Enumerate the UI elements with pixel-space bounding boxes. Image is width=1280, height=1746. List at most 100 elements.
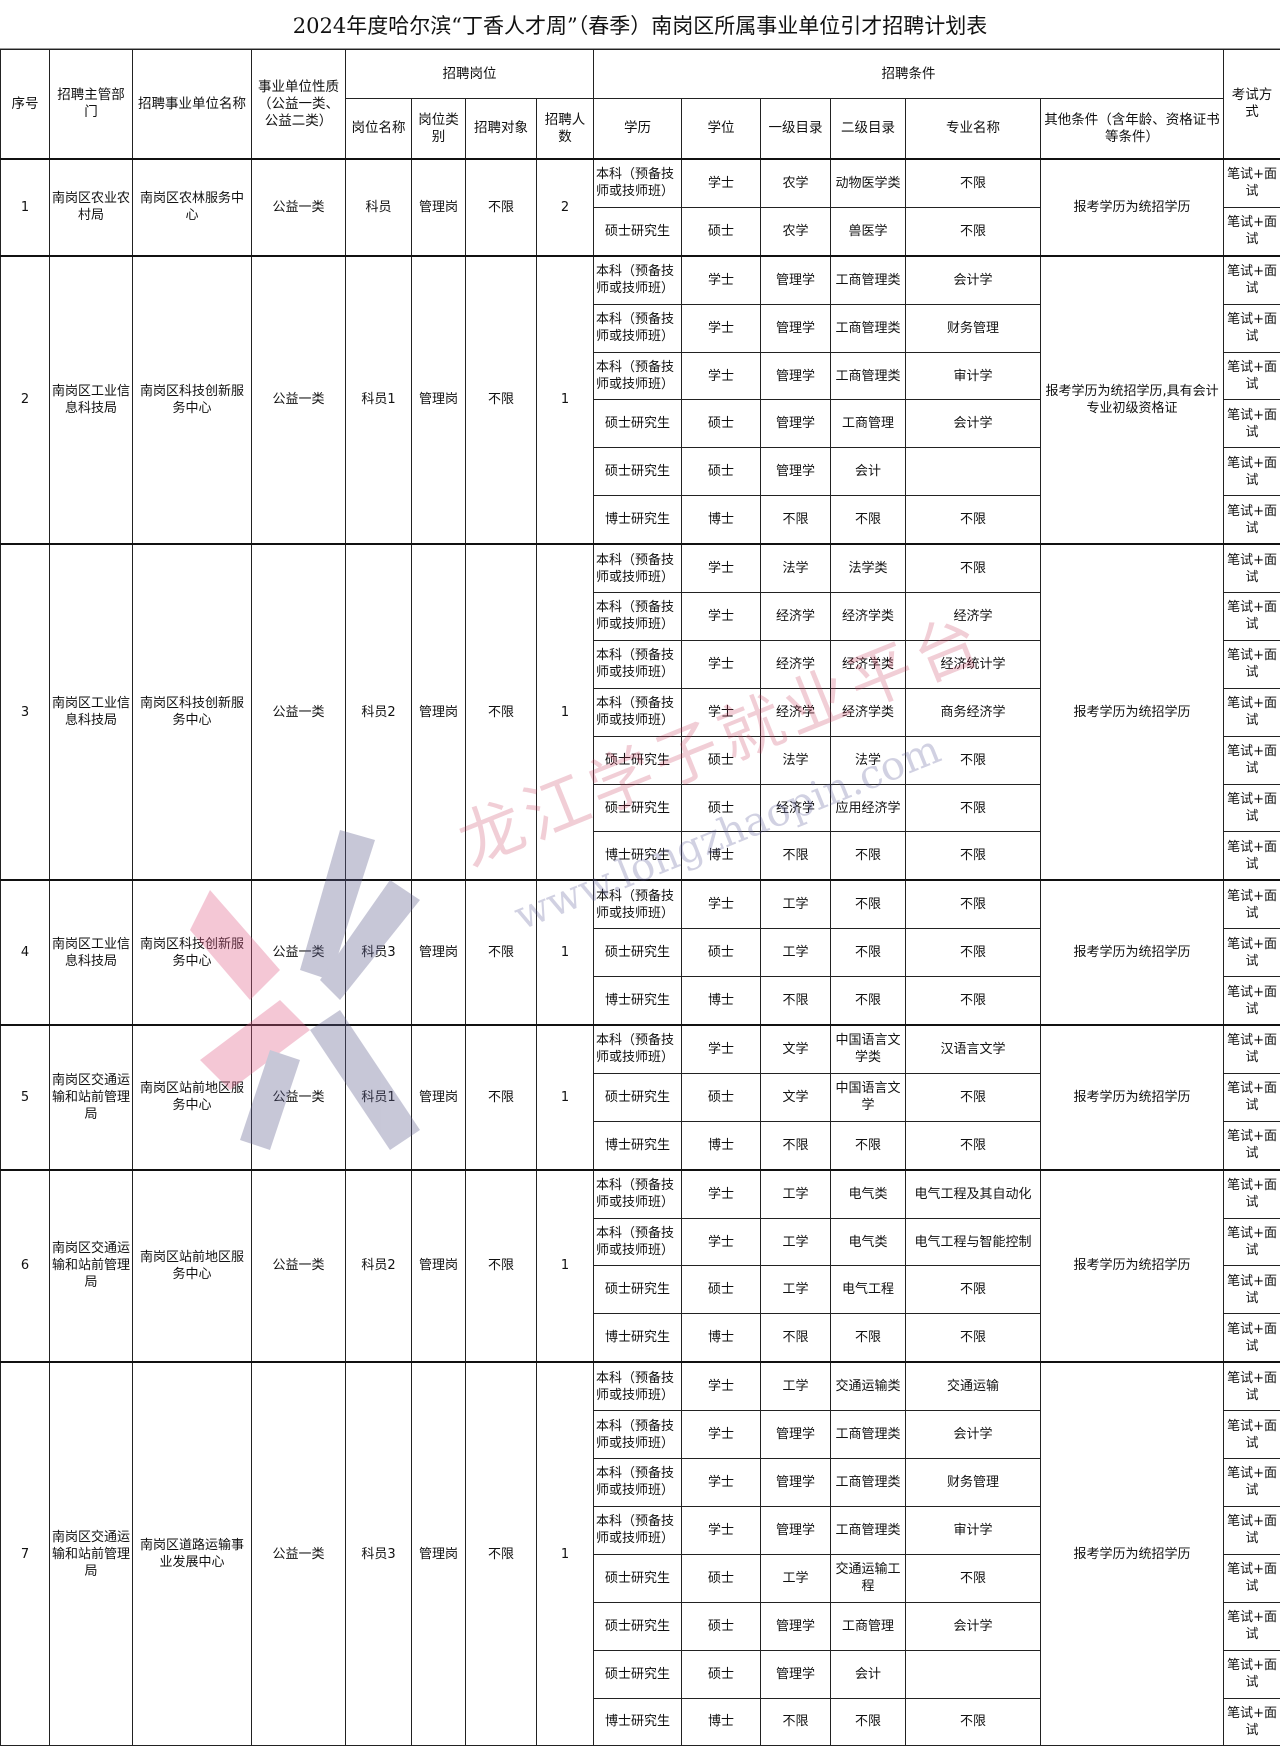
exam-cell: 笔试+面试 (1224, 1506, 1280, 1554)
cat1-cell: 管理学 (761, 352, 831, 400)
count-cell: 1 (537, 256, 594, 544)
major-cell: 经济学 (906, 593, 1041, 641)
education-cell: 硕士研究生 (594, 736, 682, 784)
education-cell: 博士研究生 (594, 1314, 682, 1362)
education-cell: 硕士研究生 (594, 929, 682, 977)
cat1-cell: 管理学 (761, 256, 831, 304)
dept-cell: 南岗区工业信息科技局 (50, 880, 133, 1025)
cat2-cell: 中国语言文学 (831, 1073, 906, 1121)
other-conditions-cell: 报考学历为统招学历 (1041, 1362, 1224, 1746)
education-cell: 本科（预备技师或技师班） (594, 1362, 682, 1410)
cat1-cell: 经济学 (761, 593, 831, 641)
cat1-cell: 不限 (761, 1314, 831, 1362)
degree-cell: 硕士 (682, 736, 761, 784)
degree-cell: 学士 (682, 1218, 761, 1266)
exam-cell: 笔试+面试 (1224, 1411, 1280, 1459)
cat1-cell: 管理学 (761, 448, 831, 496)
exam-cell: 笔试+面试 (1224, 544, 1280, 592)
major-cell: 会计学 (906, 1602, 1041, 1650)
education-cell: 本科（预备技师或技师班） (594, 544, 682, 592)
major-cell: 不限 (906, 832, 1041, 880)
degree-cell: 学士 (682, 159, 761, 207)
nature-cell: 公益一类 (252, 1025, 346, 1170)
exam-cell: 笔试+面试 (1224, 448, 1280, 496)
nature-cell: 公益一类 (252, 880, 346, 1025)
post-name-cell: 科员3 (346, 880, 412, 1025)
major-cell: 汉语言文学 (906, 1025, 1041, 1073)
exam-cell: 笔试+面试 (1224, 640, 1280, 688)
unit-cell: 南岗区道路运输事业发展中心 (133, 1362, 252, 1746)
education-cell: 本科（预备技师或技师班） (594, 688, 682, 736)
cat2-cell: 工商管理类 (831, 1411, 906, 1459)
target-cell: 不限 (466, 880, 537, 1025)
cat1-cell: 不限 (761, 832, 831, 880)
education-cell: 本科（预备技师或技师班） (594, 1506, 682, 1554)
degree-cell: 博士 (682, 832, 761, 880)
education-cell: 硕士研究生 (594, 400, 682, 448)
education-cell: 本科（预备技师或技师班） (594, 159, 682, 207)
degree-cell: 硕士 (682, 448, 761, 496)
degree-cell: 博士 (682, 1121, 761, 1169)
cat2-cell: 不限 (831, 977, 906, 1025)
degree-cell: 学士 (682, 1170, 761, 1218)
exam-cell: 笔试+面试 (1224, 929, 1280, 977)
exam-cell: 笔试+面试 (1224, 1025, 1280, 1073)
dept-cell: 南岗区工业信息科技局 (50, 544, 133, 880)
degree-cell: 学士 (682, 1362, 761, 1410)
exam-cell: 笔试+面试 (1224, 1218, 1280, 1266)
education-cell: 本科（预备技师或技师班） (594, 256, 682, 304)
cat2-cell: 工商管理类 (831, 256, 906, 304)
exam-cell: 笔试+面试 (1224, 784, 1280, 832)
target-cell: 不限 (466, 1025, 537, 1170)
dept-cell: 南岗区工业信息科技局 (50, 256, 133, 544)
cat2-cell: 工商管理类 (831, 1506, 906, 1554)
target-cell: 不限 (466, 159, 537, 256)
count-cell: 1 (537, 1362, 594, 1746)
count-cell: 1 (537, 544, 594, 880)
seq-cell: 6 (1, 1170, 50, 1363)
header-post-name: 岗位名称 (346, 99, 412, 160)
cat2-cell: 电气类 (831, 1170, 906, 1218)
nature-cell: 公益一类 (252, 1362, 346, 1746)
post-type-cell: 管理岗 (412, 544, 466, 880)
major-cell: 不限 (906, 207, 1041, 255)
header-cat2: 二级目录 (831, 99, 906, 160)
education-cell: 博士研究生 (594, 977, 682, 1025)
seq-cell: 7 (1, 1362, 50, 1746)
education-cell: 本科（预备技师或技师班） (594, 1025, 682, 1073)
cat2-cell: 工商管理类 (831, 352, 906, 400)
cat2-cell: 工商管理类 (831, 304, 906, 352)
seq-cell: 3 (1, 544, 50, 880)
header-dept: 招聘主管部门 (50, 50, 133, 160)
cat1-cell: 工学 (761, 929, 831, 977)
major-cell: 不限 (906, 736, 1041, 784)
education-cell: 本科（预备技师或技师班） (594, 304, 682, 352)
exam-cell: 笔试+面试 (1224, 256, 1280, 304)
exam-cell: 笔试+面试 (1224, 1554, 1280, 1602)
target-cell: 不限 (466, 1362, 537, 1746)
education-cell: 本科（预备技师或技师班） (594, 1218, 682, 1266)
major-cell: 不限 (906, 1073, 1041, 1121)
dept-cell: 南岗区交通运输和站前管理局 (50, 1362, 133, 1746)
other-conditions-cell: 报考学历为统招学历,具有会计专业初级资格证 (1041, 256, 1224, 544)
major-cell: 会计学 (906, 256, 1041, 304)
cat2-cell: 应用经济学 (831, 784, 906, 832)
header-unit: 招聘事业单位名称 (133, 50, 252, 160)
cat1-cell: 管理学 (761, 1602, 831, 1650)
major-cell (906, 448, 1041, 496)
major-cell: 不限 (906, 1554, 1041, 1602)
degree-cell: 学士 (682, 1506, 761, 1554)
degree-cell: 学士 (682, 304, 761, 352)
cat2-cell: 工商管理类 (831, 1459, 906, 1507)
major-cell: 不限 (906, 496, 1041, 544)
header-post-group: 招聘岗位 (346, 50, 594, 99)
major-cell: 审计学 (906, 352, 1041, 400)
education-cell: 本科（预备技师或技师班） (594, 352, 682, 400)
degree-cell: 硕士 (682, 1602, 761, 1650)
nature-cell: 公益一类 (252, 159, 346, 256)
cat1-cell: 不限 (761, 977, 831, 1025)
header-other: 其他条件（含年龄、资格证书等条件） (1041, 99, 1224, 160)
post-type-cell: 管理岗 (412, 256, 466, 544)
education-cell: 硕士研究生 (594, 784, 682, 832)
